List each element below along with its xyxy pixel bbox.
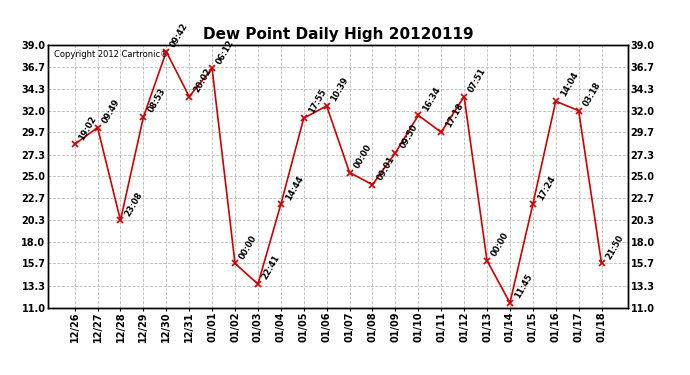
Text: 20:02: 20:02 [192, 66, 213, 94]
Text: 00:00: 00:00 [353, 142, 373, 170]
Text: 06:12: 06:12 [215, 38, 236, 66]
Text: 14:44: 14:44 [284, 174, 305, 202]
Text: 21:50: 21:50 [604, 233, 626, 261]
Text: 09:50: 09:50 [398, 123, 420, 150]
Text: Copyright 2012 Cartronic®: Copyright 2012 Cartronic® [54, 50, 168, 59]
Text: 17:55: 17:55 [306, 88, 328, 116]
Title: Dew Point Daily High 20120119: Dew Point Daily High 20120119 [203, 27, 473, 42]
Text: 09:01: 09:01 [375, 154, 396, 182]
Text: 11:45: 11:45 [513, 272, 534, 300]
Text: 17:24: 17:24 [535, 174, 557, 202]
Text: 16:34: 16:34 [421, 85, 442, 112]
Text: 03:18: 03:18 [582, 80, 602, 108]
Text: 08:53: 08:53 [146, 87, 167, 114]
Text: 14:04: 14:04 [558, 71, 580, 99]
Text: 09:49: 09:49 [100, 97, 121, 125]
Text: 00:00: 00:00 [238, 233, 259, 261]
Text: 07:51: 07:51 [467, 66, 488, 94]
Text: 00:00: 00:00 [490, 231, 511, 258]
Text: 23:08: 23:08 [124, 190, 144, 217]
Text: 22:41: 22:41 [261, 254, 282, 281]
Text: 09:42: 09:42 [169, 21, 190, 49]
Text: 19:02: 19:02 [77, 114, 99, 142]
Text: 10:39: 10:39 [329, 76, 351, 103]
Text: 17:18: 17:18 [444, 102, 465, 129]
